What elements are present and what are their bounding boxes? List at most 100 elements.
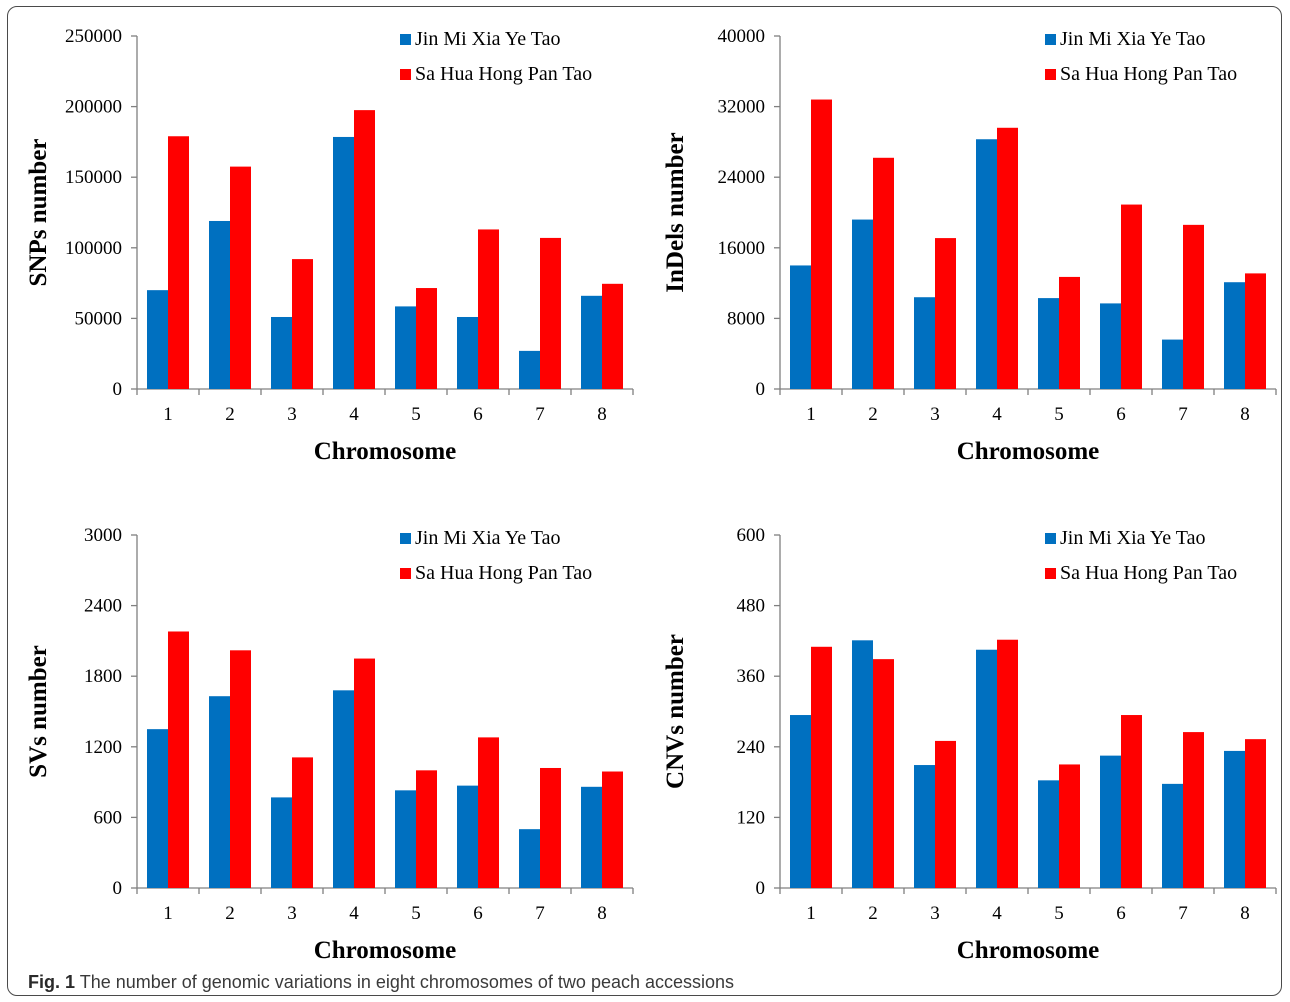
snps-number-x-tick-label: 7	[535, 404, 545, 425]
indels-number-x-tick-label: 5	[1054, 404, 1064, 425]
indels-number-x-tick-label: 6	[1116, 404, 1126, 425]
snps-number-x-tick-label: 1	[163, 404, 173, 425]
snps-number-bar-jin-mi-xia-ye-tao-chr3	[271, 316, 292, 389]
svs-number-x-tick-label: 2	[225, 903, 235, 924]
snps-number-bar-sa-hua-hong-pan-tao-chr5	[416, 288, 437, 389]
indels-number-bar-sa-hua-hong-pan-tao-chr1	[811, 99, 832, 389]
snps-number-bar-jin-mi-xia-ye-tao-chr6	[457, 316, 478, 389]
indels-number-bar-jin-mi-xia-ye-tao-chr2	[852, 219, 873, 389]
cnvs-number-x-tick-label: 5	[1054, 903, 1064, 924]
snps-number-y-tick-label: 150000	[65, 167, 122, 188]
svs-number-y-tick-label: 0	[113, 878, 123, 899]
svs-number-bar-sa-hua-hong-pan-tao-chr6	[478, 737, 499, 888]
cnvs-number-legend-swatch-jin-mi-xia-ye-tao	[1045, 533, 1056, 544]
snps-chart-panel: 0 50000 100000 150000 200000 250000 1 2 3 4 5 6 7 8 SN…	[25, 26, 634, 465]
cnvs-number-bar-sa-hua-hong-pan-tao-chr4	[997, 639, 1018, 888]
indels-number-legend-label-jin-mi-xia-ye-tao: Jin Mi Xia Ye Tao	[1060, 28, 1205, 50]
cnvs-number-y-tick-label: 480	[737, 596, 766, 617]
indels-number-bar-sa-hua-hong-pan-tao-chr5	[1059, 276, 1080, 389]
indels-number-x-axis-title: Chromosome	[957, 438, 1100, 465]
indels-number-bar-sa-hua-hong-pan-tao-chr2	[873, 157, 894, 389]
svs-number-bar-sa-hua-hong-pan-tao-chr4	[354, 658, 375, 888]
svs-number-x-tick-label: 3	[287, 903, 297, 924]
cnvs-number-y-tick-label: 360	[737, 666, 766, 687]
svs-number-bar-sa-hua-hong-pan-tao-chr8	[602, 771, 623, 888]
snps-number-bar-jin-mi-xia-ye-tao-chr1	[147, 290, 168, 389]
cnvs-number-bar-sa-hua-hong-pan-tao-chr7	[1183, 732, 1204, 888]
indels-number-x-tick-label: 4	[992, 404, 1002, 425]
cnvs-number-x-tick-label: 4	[992, 903, 1002, 924]
snps-number-legend-label-sa-hua-hong-pan-tao: Sa Hua Hong Pan Tao	[415, 63, 592, 85]
indels-number-x-tick-label: 8	[1240, 404, 1250, 425]
snps-number-y-tick-label: 100000	[65, 238, 122, 259]
svs-number-bar-jin-mi-xia-ye-tao-chr2	[209, 696, 230, 888]
snps-number-x-tick-label: 3	[287, 404, 297, 425]
cnvs-number-y-tick-label: 120	[737, 807, 766, 828]
indels-number-y-tick-label: 16000	[718, 238, 766, 259]
indels-number-bar-jin-mi-xia-ye-tao-chr8	[1224, 282, 1245, 389]
svs-number-bar-jin-mi-xia-ye-tao-chr7	[519, 829, 540, 888]
cnvs-number-bar-sa-hua-hong-pan-tao-chr1	[811, 646, 832, 888]
snps-number-x-tick-label: 4	[349, 404, 359, 425]
svs-number-x-tick-label: 7	[535, 903, 545, 924]
indels-number-bar-jin-mi-xia-ye-tao-chr6	[1100, 303, 1121, 389]
snps-number-bar-sa-hua-hong-pan-tao-chr1	[168, 136, 189, 389]
svs-number-bar-jin-mi-xia-ye-tao-chr1	[147, 729, 168, 888]
svs-chart-panel: 0 600 1200 1800 2400 3000 1 2 3 4 5 6 7 8 SVs number Ch…	[25, 525, 634, 964]
snps-number-x-tick-label: 5	[411, 404, 421, 425]
snps-number-bar-jin-mi-xia-ye-tao-chr7	[519, 350, 540, 389]
svs-number-bar-sa-hua-hong-pan-tao-chr5	[416, 770, 437, 888]
svs-number-x-tick-label: 6	[473, 903, 483, 924]
cnvs-number-bar-jin-mi-xia-ye-tao-chr5	[1038, 780, 1059, 888]
cnvs-number-bar-jin-mi-xia-ye-tao-chr4	[976, 649, 997, 888]
svs-number-bar-jin-mi-xia-ye-tao-chr4	[333, 690, 354, 888]
indels-number-bar-sa-hua-hong-pan-tao-chr4	[997, 127, 1018, 389]
cnvs-number-bar-jin-mi-xia-ye-tao-chr6	[1100, 755, 1121, 888]
cnvs-number-legend-label-sa-hua-hong-pan-tao: Sa Hua Hong Pan Tao	[1060, 562, 1237, 584]
snps-number-bar-sa-hua-hong-pan-tao-chr3	[292, 259, 313, 389]
svs-number-x-tick-label: 4	[349, 903, 359, 924]
svs-number-y-tick-label: 1200	[84, 737, 122, 758]
snps-number-bar-sa-hua-hong-pan-tao-chr6	[478, 229, 499, 389]
cnvs-number-bar-jin-mi-xia-ye-tao-chr1	[790, 715, 811, 888]
snps-number-bar-jin-mi-xia-ye-tao-chr4	[333, 136, 354, 389]
cnvs-number-x-tick-label: 6	[1116, 903, 1126, 924]
indels-number-bar-sa-hua-hong-pan-tao-chr7	[1183, 224, 1204, 389]
indels-number-y-tick-label: 8000	[727, 308, 765, 329]
indels-number-x-tick-label: 1	[806, 404, 816, 425]
svs-number-y-tick-label: 1800	[84, 666, 122, 687]
cnvs-number-x-tick-label: 7	[1178, 903, 1188, 924]
snps-number-y-tick-label: 250000	[65, 26, 122, 47]
snps-number-x-axis-title: Chromosome	[314, 438, 457, 465]
snps-number-bar-sa-hua-hong-pan-tao-chr7	[540, 237, 561, 389]
svs-number-legend-label-sa-hua-hong-pan-tao: Sa Hua Hong Pan Tao	[415, 562, 592, 584]
cnvs-number-y-tick-label: 0	[756, 878, 766, 899]
indels-number-bar-sa-hua-hong-pan-tao-chr6	[1121, 204, 1142, 389]
svs-number-bar-sa-hua-hong-pan-tao-chr3	[292, 757, 313, 888]
indels-number-bar-jin-mi-xia-ye-tao-chr5	[1038, 298, 1059, 389]
snps-number-y-tick-label: 50000	[75, 308, 123, 329]
figure-caption: Fig. 1 The number of genomic variations …	[28, 972, 734, 993]
snps-number-y-tick-label: 0	[113, 379, 123, 400]
svs-number-x-tick-label: 8	[597, 903, 607, 924]
svs-number-bar-sa-hua-hong-pan-tao-chr1	[168, 631, 189, 888]
svs-number-bar-jin-mi-xia-ye-tao-chr3	[271, 797, 292, 888]
cnvs-number-x-axis-title: Chromosome	[957, 937, 1100, 964]
svs-number-legend-swatch-sa-hua-hong-pan-tao	[400, 568, 411, 579]
indels-number-bar-sa-hua-hong-pan-tao-chr8	[1245, 273, 1266, 389]
caption-label: Fig. 1	[28, 972, 76, 992]
indels-number-bar-jin-mi-xia-ye-tao-chr7	[1162, 339, 1183, 389]
svs-number-bar-sa-hua-hong-pan-tao-chr7	[540, 767, 561, 888]
snps-number-x-tick-label: 2	[225, 404, 235, 425]
snps-number-legend-swatch-sa-hua-hong-pan-tao	[400, 69, 411, 80]
indels-number-y-tick-label: 32000	[718, 97, 766, 118]
indels-number-y-tick-label: 0	[756, 379, 766, 400]
snps-number-bar-sa-hua-hong-pan-tao-chr8	[602, 283, 623, 389]
indels-number-y-tick-label: 40000	[718, 26, 766, 47]
indels-number-bar-jin-mi-xia-ye-tao-chr3	[914, 297, 935, 389]
cnvs-number-bar-sa-hua-hong-pan-tao-chr3	[935, 740, 956, 888]
cnvs-number-legend-label-jin-mi-xia-ye-tao: Jin Mi Xia Ye Tao	[1060, 527, 1205, 549]
cnvs-number-x-tick-label: 2	[868, 903, 878, 924]
indels-number-y-axis-title: InDels number	[662, 132, 689, 292]
